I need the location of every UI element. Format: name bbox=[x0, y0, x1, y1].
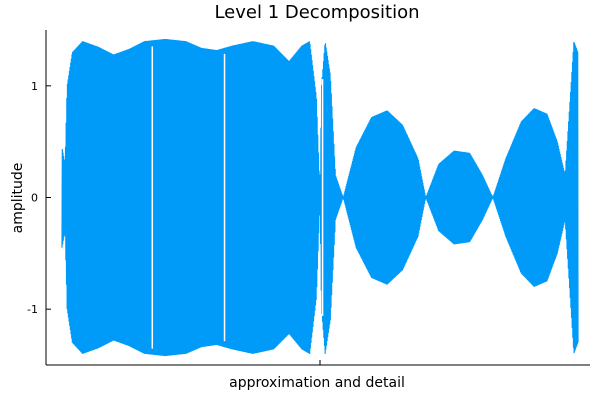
signal-series-line bbox=[61, 38, 579, 357]
y-tick-label: -1 bbox=[27, 303, 38, 316]
y-tick-label: 1 bbox=[31, 80, 38, 93]
y-ticks: 1 0 -1 bbox=[27, 80, 51, 316]
chart-title: Level 1 Decomposition bbox=[214, 2, 419, 23]
y-tick-label: 0 bbox=[31, 192, 38, 205]
plot-area bbox=[61, 38, 579, 357]
x-axis-label: approximation and detail bbox=[229, 375, 405, 391]
y-axis-label: amplitude bbox=[10, 163, 26, 234]
